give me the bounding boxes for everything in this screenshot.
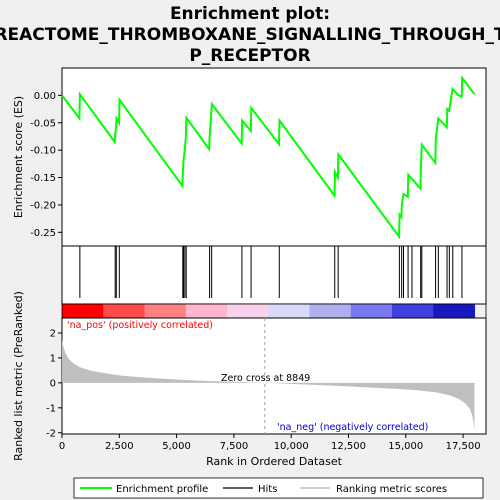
x-axis-ticks: 0 2,500 5,000 7,500 10,000 12,500 15,000 17,500: [59, 434, 481, 452]
neg-label: 'na_neg' (negatively correlated): [277, 422, 428, 433]
x-tick-label: 17,500: [446, 441, 481, 452]
metric-axis-ticks: 2 1 0 -1 -2: [46, 328, 62, 439]
color-bar-segment: [227, 304, 269, 318]
metric-tick-label: -1: [46, 403, 56, 414]
color-bar-segment: [351, 304, 393, 318]
es-axis-ticks: 0.00 -0.05 -0.10 -0.15 -0.20 -0.25: [30, 91, 62, 239]
metric-tick-label: 2: [50, 328, 56, 339]
x-tick-label: 15,000: [388, 441, 423, 452]
color-bar-segment: [145, 304, 187, 318]
es-tick-label: -0.15: [30, 173, 56, 184]
title-line-2: REACTOME_THROMBOXANE_SIGNALLING_THROUGH_…: [0, 25, 500, 45]
metric-axis-label: Ranked list metric (PreRanked): [12, 291, 25, 461]
color-bar-segment: [103, 304, 145, 318]
color-bar-segment: [268, 304, 310, 318]
legend-hits-label: Hits: [258, 484, 277, 495]
legend-enrichment-label: Enrichment profile: [116, 484, 208, 495]
x-axis-label: Rank in Ordered Dataset: [206, 455, 343, 468]
title-line-3: P_RECEPTOR: [189, 46, 310, 66]
x-tick-label: 12,500: [331, 441, 366, 452]
zero-cross-label: Zero cross at 8849: [221, 373, 310, 384]
color-bar-segment: [62, 304, 104, 318]
hits-panel: [62, 246, 486, 304]
es-tick-label: -0.20: [30, 200, 56, 211]
x-tick-label: 2,500: [105, 441, 134, 452]
color-bar-segment: [310, 304, 352, 318]
es-tick-label: -0.25: [30, 228, 56, 239]
es-tick-label: -0.10: [30, 146, 56, 157]
x-tick-label: 10,000: [274, 441, 309, 452]
pos-label: 'na_pos' (positively correlated): [67, 320, 213, 331]
x-tick-label: 5,000: [162, 441, 191, 452]
title-line-1: Enrichment plot:: [170, 4, 330, 24]
legend-metric-label: Ranking metric scores: [336, 484, 447, 495]
es-panel: [62, 68, 486, 246]
metric-tick-label: -2: [46, 428, 56, 439]
color-bar-segment: [186, 304, 228, 318]
es-tick-label: 0.00: [34, 91, 56, 102]
chart-title: Enrichment plot: REACTOME_THROMBOXANE_SI…: [0, 4, 500, 66]
x-tick-label: 7,500: [220, 441, 249, 452]
color-bar-segment: [392, 304, 434, 318]
x-tick-label: 0: [59, 441, 65, 452]
es-tick-label: -0.05: [30, 118, 56, 129]
rank-color-bar: [62, 304, 486, 318]
es-axis-label: Enrichment score (ES): [12, 96, 25, 218]
metric-tick-label: 0: [50, 378, 56, 389]
metric-tick-label: 1: [50, 353, 56, 364]
color-bar-segment: [433, 304, 475, 318]
